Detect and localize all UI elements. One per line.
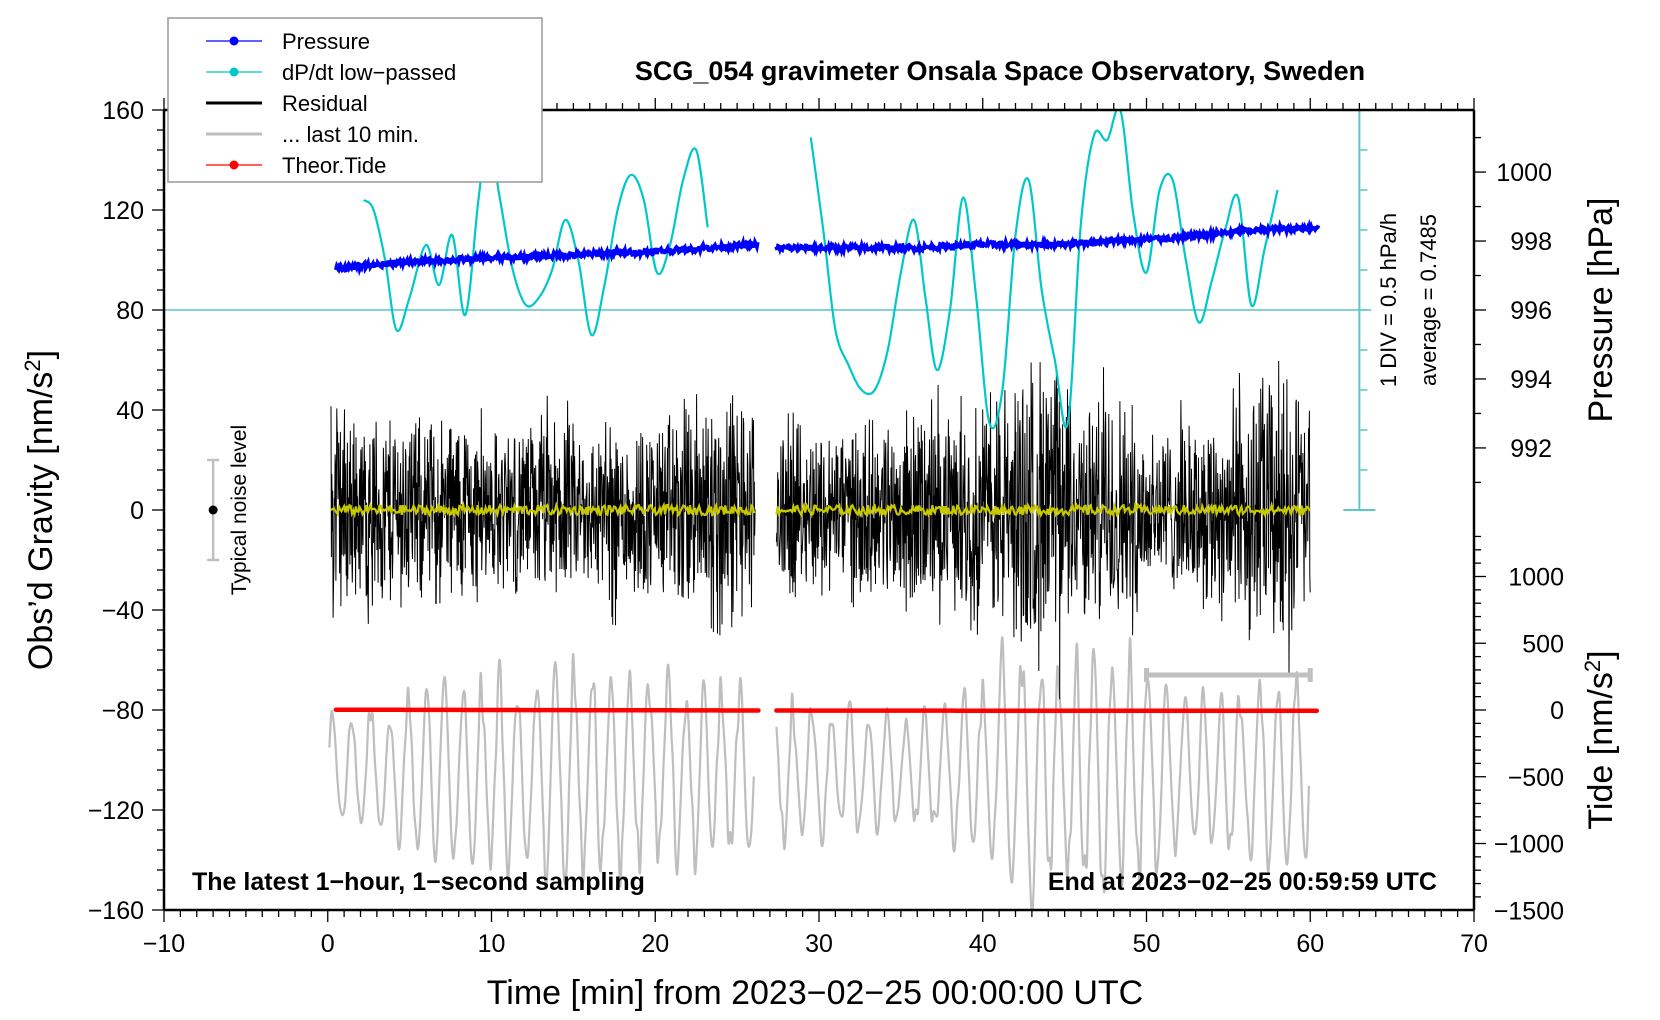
tide-tick-label: 0: [1550, 697, 1564, 725]
legend-box: [167, 17, 543, 183]
pressure-line: [774, 218, 1321, 259]
x-tick-label: 70: [1460, 930, 1488, 958]
residual-smoothed-line: [330, 500, 756, 519]
x-tick-label: 30: [805, 930, 833, 958]
x-tick-label: 20: [641, 930, 669, 958]
legend-label: Theor.Tide: [282, 153, 386, 178]
y-left-tick-label: −80: [102, 697, 144, 725]
y-left-tick-label: −160: [88, 897, 144, 925]
tide-tick-label: 1000: [1508, 564, 1564, 592]
dpdt-line: [362, 133, 709, 337]
y-left-tick-label: 120: [102, 197, 144, 225]
pressure-tick-label: 994: [1510, 366, 1552, 394]
legend-label: Pressure: [282, 29, 370, 54]
pressure-tick-label: 992: [1510, 435, 1552, 463]
pressure-line: [333, 235, 760, 277]
y-axis-label-left: Obs’d Gravity [nm/s2]: [20, 350, 60, 670]
x-tick-label: −10: [143, 930, 185, 958]
last-10-min-line: [775, 636, 1310, 910]
residual-smoothed-line: [775, 500, 1311, 519]
y-left-tick-label: 0: [130, 497, 144, 525]
y-left-tick-label: 40: [116, 397, 144, 425]
y-axis-label-tide: Tide [nm/s2]: [1580, 650, 1620, 829]
legend-label: ... last 10 min.: [282, 122, 419, 147]
dpdt-line: [809, 110, 1279, 430]
axes: −10 0 10 20 30 40 50 60 70 −160 −120 −80 −40 0 40 80 120…: [88, 97, 1564, 958]
legend: Pressure dP/dt low−passed Residual ... last…: [167, 17, 543, 183]
legend-label: dP/dt low−passed: [282, 60, 456, 85]
tide-tick-label: 500: [1522, 630, 1564, 658]
pressure-tick-label: 996: [1510, 297, 1552, 325]
x-tick-label: 50: [1133, 930, 1161, 958]
x-tick-label: 40: [969, 930, 997, 958]
annotation-sampling: The latest 1−hour, 1−second sampling: [192, 868, 645, 896]
pressure-tick-label: 998: [1510, 228, 1552, 256]
series-residual-smoothed: [330, 500, 1311, 519]
y-left-tick-label: 80: [116, 297, 144, 325]
tide-tick-label: −500: [1508, 764, 1564, 792]
annotation-end-time: End at 2023−02−25 00:59:59 UTC: [1048, 868, 1437, 896]
theor-tide-line: [333, 707, 761, 713]
legend-marker-theor-tide: [229, 160, 239, 170]
x-tick-label: 0: [321, 930, 335, 958]
y-left-tick-label: −120: [88, 797, 144, 825]
pressure-tick-label: 1000: [1496, 159, 1552, 187]
noise-level-marker: [208, 505, 218, 515]
x-axis-label: Time [min] from 2023−02−25 00:00:00 UTC: [487, 974, 1143, 1012]
reference-bars: [207, 458, 1313, 682]
series-theor-tide: [333, 707, 1320, 714]
series-last-10-min: [328, 636, 1310, 910]
tide-tick-label: −1500: [1494, 897, 1564, 925]
residual-line: [775, 360, 1311, 700]
dpdt-average-label: average = 0.7485: [1416, 214, 1441, 386]
legend-marker-pressure: [229, 36, 239, 46]
y-left-tick-label: −40: [102, 597, 144, 625]
chart-title: SCG_054 gravimeter Onsala Space Observat…: [635, 56, 1365, 86]
series-pressure: [333, 218, 1321, 277]
tide-tick-label: −1000: [1494, 831, 1564, 859]
series-dpdt-low-passed: [362, 110, 1279, 430]
x-tick-label: 10: [478, 930, 506, 958]
dpdt-div-label: 1 DIV = 0.5 hPa/h: [1376, 213, 1401, 387]
legend-label: Residual: [282, 91, 368, 116]
y-left-tick-label: 160: [102, 97, 144, 125]
x-tick-label: 60: [1296, 930, 1324, 958]
last-10-min-line: [328, 653, 755, 890]
noise-level-label: Typical noise level: [228, 425, 251, 595]
y-axis-label-pressure: Pressure [hPa]: [1582, 198, 1620, 423]
legend-marker-dp-dt-low-passed: [229, 67, 239, 77]
